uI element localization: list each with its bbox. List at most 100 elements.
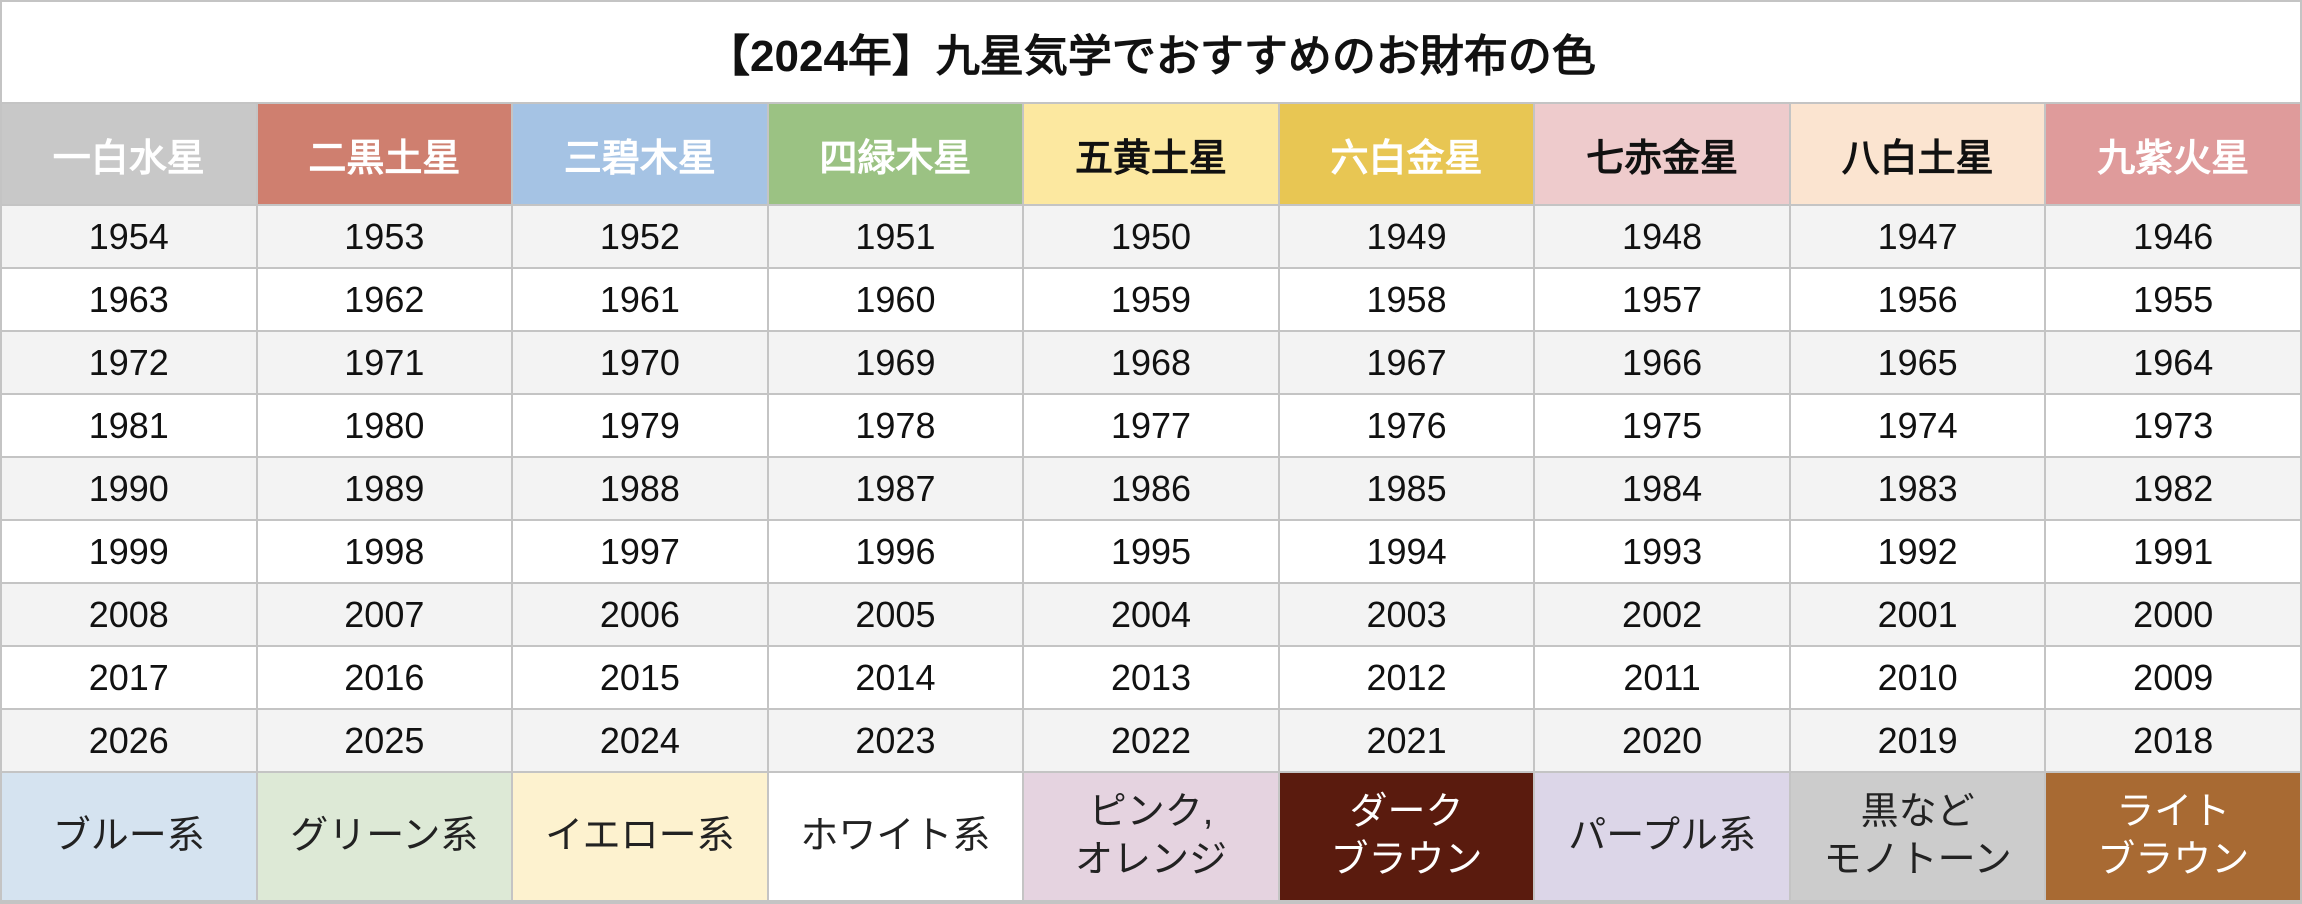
birth-year: 1964 <box>2046 332 2300 393</box>
birth-year: 1969 <box>768 332 1023 393</box>
birth-year: 1966 <box>1535 332 1789 393</box>
birth-year: 2015 <box>513 647 767 708</box>
birth-year: 1963 <box>2 269 256 330</box>
birth-year: 1979 <box>513 395 767 456</box>
birth-year: 2014 <box>768 647 1023 708</box>
birth-year: 1997 <box>513 521 767 582</box>
birth-year: 1978 <box>768 395 1023 456</box>
birth-year: 1962 <box>257 269 512 330</box>
birth-year: 2018 <box>2046 710 2300 771</box>
birth-year: 1976 <box>1279 395 1534 456</box>
birth-year: 1953 <box>257 206 512 267</box>
birth-year: 1996 <box>768 521 1023 582</box>
birth-year: 1950 <box>1024 206 1278 267</box>
birth-year: 2023 <box>768 710 1023 771</box>
birth-year: 1972 <box>2 332 256 393</box>
birth-year: 2022 <box>1024 710 1278 771</box>
birth-year: 1967 <box>1279 332 1534 393</box>
star-header: 二黒土星 <box>257 104 512 204</box>
birth-year: 1958 <box>1279 269 1534 330</box>
birth-year: 2008 <box>2 584 256 645</box>
birth-year: 1954 <box>2 206 256 267</box>
birth-year: 1961 <box>513 269 767 330</box>
birth-year: 2016 <box>257 647 512 708</box>
birth-year: 1959 <box>1024 269 1278 330</box>
birth-year: 1948 <box>1535 206 1789 267</box>
star-header: 六白金星 <box>1279 104 1534 204</box>
birth-year: 1956 <box>1790 269 2045 330</box>
star-header: 七赤金星 <box>1535 104 1789 204</box>
birth-year: 1949 <box>1279 206 1534 267</box>
birth-year: 1988 <box>513 458 767 519</box>
birth-year: 1971 <box>257 332 512 393</box>
birth-year: 1995 <box>1024 521 1278 582</box>
birth-year: 1998 <box>257 521 512 582</box>
birth-year: 1965 <box>1790 332 2045 393</box>
birth-year: 2019 <box>1790 710 2045 771</box>
birth-year: 2000 <box>2046 584 2300 645</box>
birth-year: 1960 <box>768 269 1023 330</box>
birth-year: 1990 <box>2 458 256 519</box>
birth-year: 2025 <box>257 710 512 771</box>
birth-year: 2024 <box>513 710 767 771</box>
birth-year: 2009 <box>2046 647 2300 708</box>
birth-year: 1952 <box>513 206 767 267</box>
wallet-color: ライト ブラウン <box>2046 773 2300 900</box>
birth-year: 1977 <box>1024 395 1278 456</box>
wallet-color: ピンク, オレンジ <box>1024 773 1278 900</box>
birth-year: 2012 <box>1279 647 1534 708</box>
table-title: 【2024年】九星気学でおすすめのお財布の色 <box>2 2 2300 102</box>
birth-year: 2003 <box>1279 584 1534 645</box>
birth-year: 1982 <box>2046 458 2300 519</box>
birth-year: 1946 <box>2046 206 2300 267</box>
birth-year: 2004 <box>1024 584 1278 645</box>
birth-year: 1951 <box>768 206 1023 267</box>
birth-year: 1987 <box>768 458 1023 519</box>
star-header: 五黄土星 <box>1024 104 1278 204</box>
birth-year: 2020 <box>1535 710 1789 771</box>
birth-year: 1994 <box>1279 521 1534 582</box>
birth-year: 1993 <box>1535 521 1789 582</box>
birth-year: 1973 <box>2046 395 2300 456</box>
wallet-color: ホワイト系 <box>768 773 1023 900</box>
star-header: 八白土星 <box>1790 104 2045 204</box>
birth-year: 1991 <box>2046 521 2300 582</box>
birth-year: 1955 <box>2046 269 2300 330</box>
wallet-color: ダーク ブラウン <box>1279 773 1534 900</box>
wallet-color: イエロー系 <box>513 773 767 900</box>
birth-year: 1957 <box>1535 269 1789 330</box>
birth-year: 2006 <box>513 584 767 645</box>
birth-year: 1989 <box>257 458 512 519</box>
birth-year: 1981 <box>2 395 256 456</box>
wallet-color: グリーン系 <box>257 773 512 900</box>
wallet-color: 黒など モノトーン <box>1790 773 2045 900</box>
birth-year: 1984 <box>1535 458 1789 519</box>
birth-year: 2002 <box>1535 584 1789 645</box>
birth-year: 2026 <box>2 710 256 771</box>
birth-year: 1974 <box>1790 395 2045 456</box>
birth-year: 1983 <box>1790 458 2045 519</box>
birth-year: 1992 <box>1790 521 2045 582</box>
birth-year: 2011 <box>1535 647 1789 708</box>
birth-year: 2005 <box>768 584 1023 645</box>
birth-year: 1968 <box>1024 332 1278 393</box>
star-header: 四緑木星 <box>768 104 1023 204</box>
birth-year: 1999 <box>2 521 256 582</box>
wallet-color: ブルー系 <box>2 773 256 900</box>
birth-year: 2001 <box>1790 584 2045 645</box>
birth-year: 2007 <box>257 584 512 645</box>
birth-year: 1970 <box>513 332 767 393</box>
birth-year: 1986 <box>1024 458 1278 519</box>
birth-year: 2021 <box>1279 710 1534 771</box>
star-header: 一白水星 <box>2 104 256 204</box>
birth-year: 1947 <box>1790 206 2045 267</box>
birth-year: 1985 <box>1279 458 1534 519</box>
birth-year: 1980 <box>257 395 512 456</box>
star-header: 三碧木星 <box>513 104 767 204</box>
birth-year: 2017 <box>2 647 256 708</box>
star-header: 九紫火星 <box>2046 104 2300 204</box>
wallet-color: パープル系 <box>1535 773 1789 900</box>
birth-year: 2010 <box>1790 647 2045 708</box>
